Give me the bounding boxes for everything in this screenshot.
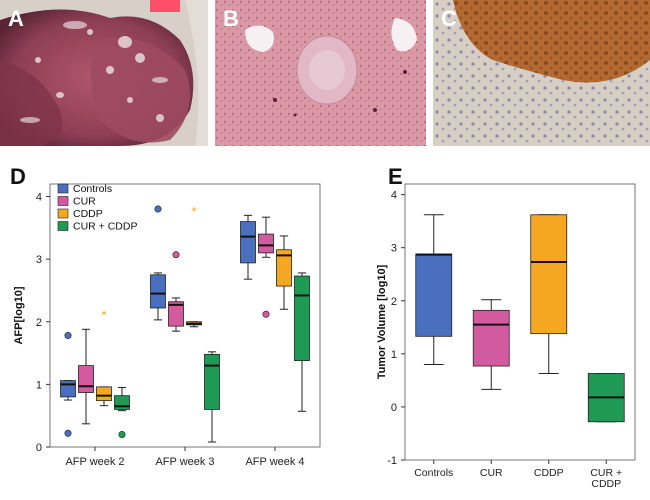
box-controls-afp-week-2-outlier-0 <box>64 332 72 340</box>
box-cddp-afp-week-3-outlier-0: * <box>191 204 196 219</box>
x-tick-label-afp-week-2: AFP week 2 <box>65 456 124 468</box>
histology-photo-panel-b: B <box>215 0 426 146</box>
panel-d-label: D <box>10 164 26 189</box>
y-tick-label-0: 0 <box>391 402 397 414</box>
box-controls-afp-week-4-box <box>240 221 256 264</box>
box-cur-cddp-afp-week-4-box <box>294 275 310 361</box>
y-tick-label-3: 3 <box>391 243 397 255</box>
legend-label-cddp: CDDP <box>73 208 103 220</box>
legend-swatch-cddp <box>57 208 69 219</box>
box-cur-afp-week-3-box <box>168 301 184 327</box>
legend-label-cur-cddp: CUR + CDDP <box>73 221 137 233</box>
box-controls-afp-week-2-outlier-1 <box>64 429 72 437</box>
afp-boxplot-chart: 0 1 2 3 4 AFP[log10] AFP week 2 * AFP week 3 * * AF… <box>13 183 321 468</box>
tumor-volume-boxplot-chart: -1 0 1 2 3 4 Tumor Volume [log10] Controls CUR CD… <box>376 183 636 490</box>
box-cur-cddp-afp-week-3-outlier-0: * <box>209 392 214 407</box>
box-controls-box <box>415 253 453 337</box>
box-cur-afp-week-4-box <box>258 233 274 254</box>
y-tick-label-1: 1 <box>36 379 42 391</box>
y-tick-label-2: 2 <box>36 317 42 329</box>
y-tick-label-1: 1 <box>391 349 397 361</box>
x-tick-label-controls-line-0: Controls <box>414 467 453 479</box>
panel-e-label: E <box>388 164 403 189</box>
legend-swatch-cur-cddp <box>57 221 69 231</box>
box-controls-afp-week-3-outlier-0 <box>154 205 162 213</box>
box-cur-afp-week-2-box <box>78 365 94 393</box>
x-tick-label-cur-cddp-line-1: CDDP <box>591 478 621 490</box>
box-cddp-afp-week-2-box <box>96 386 112 402</box>
box-cur-cddp-afp-week-2-outlier-0 <box>118 430 126 438</box>
legend-label-controls: Controls <box>73 183 112 195</box>
y-axis-label: Tumor Volume [log10] <box>376 264 388 379</box>
panel-c-label: C <box>441 6 457 31</box>
liver-photo-panel-a: A <box>0 0 208 146</box>
plot-area-frame <box>404 183 636 461</box>
x-tick-label-afp-week-3: AFP week 3 <box>155 456 214 468</box>
y-tick-label-4: 4 <box>391 190 397 202</box>
ihc-stain-image <box>433 0 650 146</box>
box-cddp-afp-week-2-outlier-0: * <box>101 308 106 323</box>
x-tick-label-cur-cddp-line-0: CUR + <box>590 467 622 479</box>
y-tick-label-0: 0 <box>36 442 42 454</box>
legend-swatch-controls <box>57 183 69 194</box>
ihc-photo-panel-c: C <box>433 0 650 146</box>
box-cur-cddp-afp-week-2-box <box>114 395 130 410</box>
y-axis-label: AFP[log10] <box>13 286 25 344</box>
y-tick-label-1: -1 <box>387 455 397 467</box>
legend-swatch-cur <box>57 196 69 206</box>
box-cur-cddp-afp-week-3-box <box>204 353 220 410</box>
x-tick-label-cddp-line-0: CDDP <box>534 467 564 479</box>
box-cddp-box <box>530 214 568 335</box>
y-tick-label-4: 4 <box>36 192 42 204</box>
box-controls-afp-week-2-box <box>60 380 76 398</box>
legend-label-cur: CUR <box>73 196 96 208</box>
panel-b-label: B <box>223 6 239 31</box>
x-tick-label-afp-week-4: AFP week 4 <box>245 456 304 468</box>
x-tick-label-cur-line-0: CUR <box>480 467 503 479</box>
panel-a-label: A <box>8 6 24 31</box>
y-tick-label-3: 3 <box>36 254 42 266</box>
box-cur-box <box>472 309 510 367</box>
box-cur-afp-week-4-outlier-0 <box>262 310 270 318</box>
y-tick-label-2: 2 <box>391 296 397 308</box>
box-controls-afp-week-3-box <box>150 274 166 309</box>
he-stain-image <box>215 0 426 146</box>
box-cddp-afp-week-4-box <box>276 249 292 287</box>
box-cur-afp-week-3-outlier-0 <box>172 251 180 259</box>
liver-photo-image <box>0 0 208 146</box>
